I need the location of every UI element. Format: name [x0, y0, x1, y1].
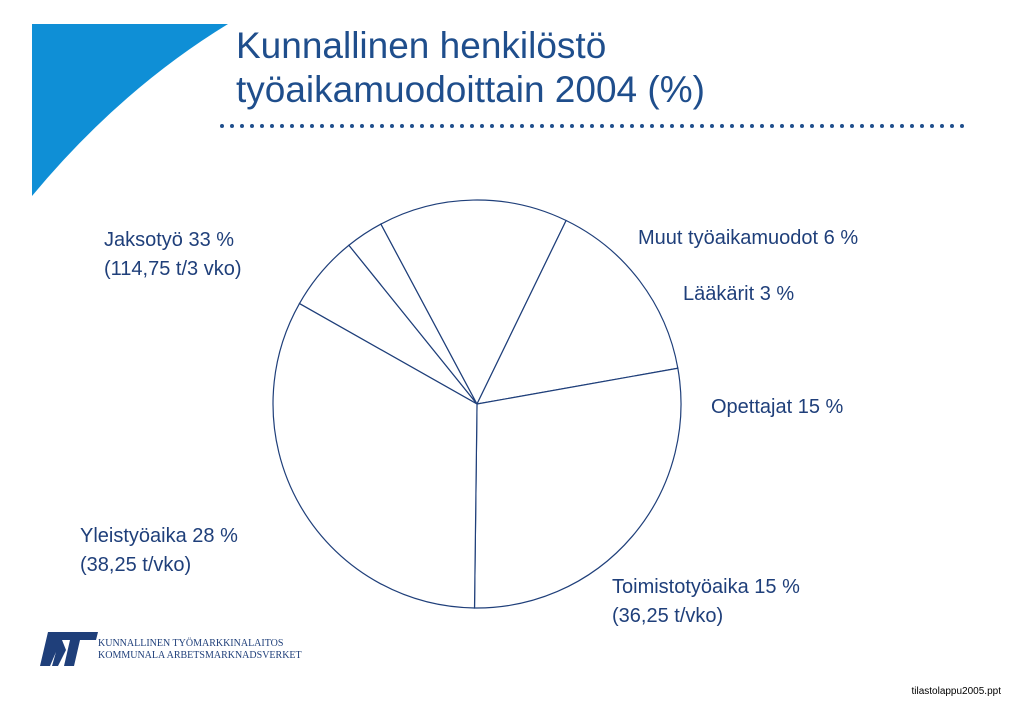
label-opettajat: Opettajat 15 % [711, 393, 843, 422]
label-toimistotyoaika-line-1: Toimistotyöaika 15 % [612, 576, 800, 598]
page-title-line-2: työaikamuodoittain 2004 (%) [236, 69, 705, 110]
label-jaksotyo-line-1: Jaksotyö 33 % [104, 229, 235, 251]
label-yleistyoaika-line-2: (38,25 t/vko) [80, 554, 192, 576]
label-yleistyoaika: Yleistyöaika 28 % (38,25 t/vko) [80, 522, 238, 580]
label-toimistotyoaika: Toimistotyöaika 15 % (36,25 t/vko) [612, 573, 800, 631]
corner-decoration [32, 24, 228, 196]
page-title: Kunnallinen henkilöstö työaikamuodoittai… [236, 24, 705, 112]
organization-name-sv: KOMMUNALA ARBETSMARKNADSVERKET [98, 650, 302, 661]
file-name: tilastolappu2005.ppt [911, 686, 1001, 697]
label-toimistotyoaika-line-2: (36,25 t/vko) [612, 605, 724, 627]
pie-slices [272, 199, 682, 609]
pie-slice-opettajat [380, 199, 567, 406]
organization-name-fi: KUNNALLINEN TYÖMARKKINALAITOS [98, 638, 284, 649]
label-yleistyoaika-line-1: Yleistyöaika 28 % [80, 525, 238, 547]
pie-slice-yleistyöaika [473, 367, 682, 609]
page-title-line-1: Kunnallinen henkilöstö [236, 25, 607, 66]
label-laakarit-line-1: Lääkärit 3 % [683, 283, 795, 305]
label-jaksotyo: Jaksotyö 33 % (114,75 t/3 vko) [104, 226, 241, 284]
pie-slice-toimistotyöaika [475, 219, 679, 405]
label-jaksotyo-line-2: (114,75 t/3 vko) [104, 258, 242, 280]
pie-slice-jaksotyö [272, 302, 478, 609]
organization-name: KUNNALLINEN TYÖMARKKINALAITOS KOMMUNALA … [98, 638, 302, 662]
corner-wedge [32, 24, 228, 196]
logo-shape [40, 632, 98, 666]
label-muut: Muut työaikamuodot 6 % [638, 224, 858, 253]
organization-logo-icon [40, 632, 98, 666]
label-muut-line-1: Muut työaikamuodot 6 % [638, 227, 859, 249]
label-laakarit: Lääkärit 3 % [683, 280, 794, 309]
label-opettajat-line-1: Opettajat 15 % [711, 396, 844, 418]
